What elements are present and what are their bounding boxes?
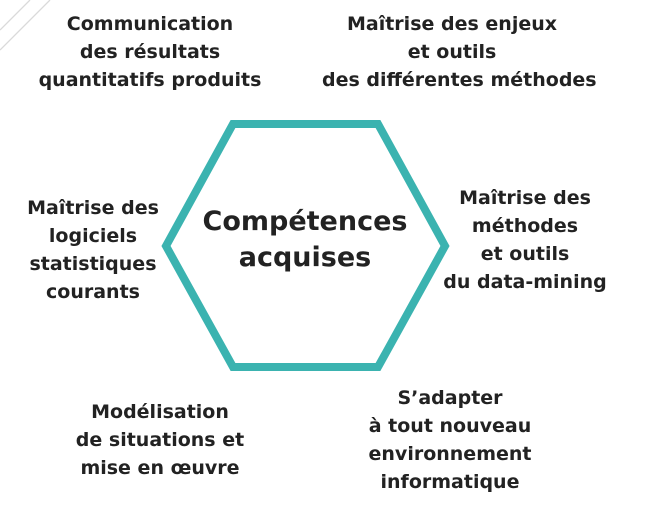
node-top-left-line-1: Communication (66, 13, 234, 35)
node-right-line-1: Maîtrise des (459, 187, 591, 209)
node-bottom-left-line-3: mise en œuvre (80, 457, 240, 479)
node-bottom-right: S’adapter à tout nouveau environnement i… (345, 384, 555, 496)
hexagon-center-label: Compétences acquises (180, 204, 430, 276)
node-left-line-1: Maîtrise des (27, 197, 159, 219)
node-bottom-left-line-1: Modélisation (91, 401, 229, 423)
node-left-line-3: statistiques (29, 253, 157, 275)
node-right: Maîtrise des méthodes et outils du data-… (440, 184, 610, 296)
node-top-right-line-1: Maîtrise des enjeux (346, 13, 558, 35)
node-top-left-line-3: quantitatifs produits (38, 69, 262, 91)
node-bottom-left-line-2: de situations et (75, 429, 245, 451)
node-bottom-left: Modélisation de situations et mise en œu… (60, 398, 260, 482)
node-bottom-right-line-2: à tout nouveau (368, 415, 532, 437)
hexagon-shape (161, 120, 450, 371)
node-top-right-line-2: et outils (407, 41, 497, 63)
node-bottom-right-line-3: environnement (368, 443, 532, 465)
node-top-left-line-2: des résultats (79, 41, 221, 63)
node-left-line-2: logiciels (48, 225, 138, 247)
node-left: Maîtrise des logiciels statistiques cour… (8, 194, 178, 306)
node-bottom-right-line-1: S’adapter (397, 387, 503, 409)
center-line-1: Compétences (202, 206, 408, 237)
node-left-line-4: courants (46, 281, 140, 303)
node-top-left: Communication des résultats quantitatifs… (30, 10, 270, 94)
node-top-right-line-3: des différentes méthodes (322, 69, 597, 91)
node-top-right: Maîtrise des enjeux et outils des différ… (322, 10, 597, 94)
node-right-line-4: du data-mining (443, 271, 607, 293)
node-bottom-right-line-4: informatique (380, 471, 520, 493)
node-right-line-2: méthodes (471, 215, 579, 237)
node-right-line-3: et outils (480, 243, 570, 265)
center-line-2: acquises (238, 242, 372, 273)
